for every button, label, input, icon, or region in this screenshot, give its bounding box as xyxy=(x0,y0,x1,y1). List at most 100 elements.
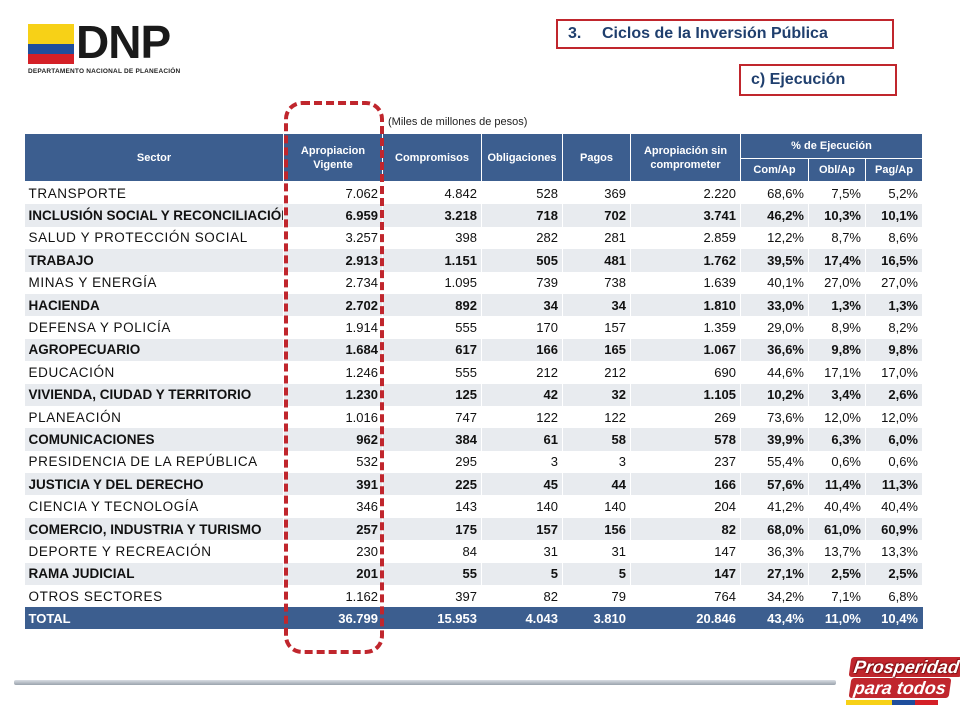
cell-compromisos: 4.842 xyxy=(382,181,482,205)
cell-com-ap: 39,9% xyxy=(740,428,809,451)
cell-obl-ap: 8,9% xyxy=(808,316,866,339)
cell-obl-ap: 27,0% xyxy=(808,271,866,294)
cell-pagos: 5 xyxy=(562,562,631,586)
table-row: DEPORTE Y RECREACIÓN 230 84 31 31 147 36,3% 13,… xyxy=(24,540,923,563)
cell-obligaciones: 31 xyxy=(481,540,563,563)
section-title-text: Ciclos de la Inversión Pública xyxy=(602,25,828,42)
cell-apropiacion: 532 xyxy=(283,450,383,474)
execution-table: Sector Apropiacion Vigente Compromisos Ob… xyxy=(24,133,923,630)
cell-pag-ap: 40,4% xyxy=(865,495,923,518)
logo-wordmark: DNP xyxy=(76,16,171,68)
total-sin-comprometer: 20.846 xyxy=(630,607,741,630)
cell-pag-ap: 6,8% xyxy=(865,585,923,608)
cell-sin-comprometer: 1.067 xyxy=(630,338,741,362)
cell-pagos: 702 xyxy=(562,204,631,227)
cell-obligaciones: 166 xyxy=(481,338,563,362)
cell-pagos: 122 xyxy=(562,405,631,429)
cell-sector: DEPORTE Y RECREACIÓN xyxy=(24,540,284,563)
cell-apropiacion: 1.230 xyxy=(283,383,383,406)
cell-sin-comprometer: 1.105 xyxy=(630,383,741,406)
total-pag-ap: 10,4% xyxy=(865,607,923,630)
cell-com-ap: 34,2% xyxy=(740,585,809,608)
cell-com-ap: 55,4% xyxy=(740,450,809,474)
cell-apropiacion: 1.162 xyxy=(283,585,383,608)
subsection-title: c) Ejecución xyxy=(739,64,897,96)
cell-apropiacion: 3.257 xyxy=(283,226,383,250)
cell-obl-ap: 6,3% xyxy=(808,428,866,451)
cell-apropiacion: 1.914 xyxy=(283,316,383,339)
cell-compromisos: 1.095 xyxy=(382,271,482,294)
cell-pag-ap: 13,3% xyxy=(865,540,923,563)
cell-sector: EDUCACIÓN xyxy=(24,361,284,384)
cell-obligaciones: 45 xyxy=(481,473,563,496)
cell-obligaciones: 170 xyxy=(481,316,563,339)
cell-obl-ap: 12,0% xyxy=(808,405,866,429)
cell-sin-comprometer: 1.762 xyxy=(630,249,741,272)
table-row: PRESIDENCIA DE LA REPÚBLICA 532 295 3 3 237 55… xyxy=(24,450,923,474)
cell-pagos: 32 xyxy=(562,383,631,406)
section-title: 3. Ciclos de la Inversión Pública xyxy=(556,19,894,49)
header-com-ap: Com/Ap xyxy=(740,158,809,182)
cell-pagos: 212 xyxy=(562,361,631,384)
cell-sector: VIVIENDA, CIUDAD Y TERRITORIO xyxy=(24,383,284,406)
total-obligaciones: 4.043 xyxy=(481,607,563,630)
cell-compromisos: 3.218 xyxy=(382,204,482,227)
cell-sin-comprometer: 578 xyxy=(630,428,741,451)
cell-pagos: 34 xyxy=(562,293,631,317)
colombia-flag-icon xyxy=(28,24,74,64)
cell-obligaciones: 82 xyxy=(481,585,563,608)
cell-obl-ap: 7,5% xyxy=(808,181,866,205)
cell-pag-ap: 2,6% xyxy=(865,383,923,406)
cell-sector: CIENCIA Y TECNOLOGÍA xyxy=(24,495,284,518)
logo-subtitle: DEPARTAMENTO NACIONAL DE PLANEACIÓN xyxy=(28,68,181,75)
cell-pag-ap: 11,3% xyxy=(865,473,923,496)
cell-compromisos: 397 xyxy=(382,585,482,608)
cell-obl-ap: 17,4% xyxy=(808,249,866,272)
cell-obligaciones: 61 xyxy=(481,428,563,451)
total-compromisos: 15.953 xyxy=(382,607,482,630)
cell-com-ap: 36,3% xyxy=(740,540,809,563)
dnp-logo: DNP DEPARTAMENTO NACIONAL DE PLANEACIÓN xyxy=(28,16,188,78)
header-sector: Sector xyxy=(24,133,284,182)
footer-logo-line1: Prosperidad xyxy=(848,657,960,677)
cell-apropiacion: 7.062 xyxy=(283,181,383,205)
cell-apropiacion: 2.913 xyxy=(283,249,383,272)
cell-sin-comprometer: 147 xyxy=(630,540,741,563)
cell-sin-comprometer: 690 xyxy=(630,361,741,384)
cell-pagos: 44 xyxy=(562,473,631,496)
cell-pag-ap: 1,3% xyxy=(865,293,923,317)
cell-apropiacion: 346 xyxy=(283,495,383,518)
cell-compromisos: 225 xyxy=(382,473,482,496)
cell-com-ap: 41,2% xyxy=(740,495,809,518)
section-number: 3. xyxy=(568,25,582,42)
cell-obl-ap: 10,3% xyxy=(808,204,866,227)
cell-obl-ap: 11,4% xyxy=(808,473,866,496)
cell-sin-comprometer: 82 xyxy=(630,517,741,541)
cell-pagos: 140 xyxy=(562,495,631,518)
table-row: DEFENSA Y POLICÍA 1.914 555 170 157 1.359 29,0… xyxy=(24,316,923,339)
cell-apropiacion: 230 xyxy=(283,540,383,563)
cell-sector: SALUD Y PROTECCIÓN SOCIAL xyxy=(24,226,284,250)
prosperidad-logo: Prosperidad para todos xyxy=(846,657,960,705)
cell-obligaciones: 505 xyxy=(481,249,563,272)
header-obligaciones: Obligaciones xyxy=(481,133,563,182)
cell-apropiacion: 1.246 xyxy=(283,361,383,384)
cell-compromisos: 398 xyxy=(382,226,482,250)
cell-com-ap: 33,0% xyxy=(740,293,809,317)
cell-apropiacion: 2.702 xyxy=(283,293,383,317)
footer-divider xyxy=(14,680,836,685)
cell-pagos: 281 xyxy=(562,226,631,250)
table-row: COMUNICACIONES 962 384 61 58 578 39,9% 6,3% 6,0% xyxy=(24,428,923,451)
cell-compromisos: 84 xyxy=(382,540,482,563)
cell-pagos: 58 xyxy=(562,428,631,451)
cell-obligaciones: 3 xyxy=(481,450,563,474)
cell-obl-ap: 61,0% xyxy=(808,517,866,541)
cell-apropiacion: 6.959 xyxy=(283,204,383,227)
cell-obl-ap: 1,3% xyxy=(808,293,866,317)
cell-pag-ap: 9,8% xyxy=(865,338,923,362)
cell-pag-ap: 12,0% xyxy=(865,405,923,429)
cell-apropiacion: 391 xyxy=(283,473,383,496)
cell-obl-ap: 8,7% xyxy=(808,226,866,250)
cell-obligaciones: 140 xyxy=(481,495,563,518)
header-pag-ap: Pag/Ap xyxy=(865,158,923,182)
